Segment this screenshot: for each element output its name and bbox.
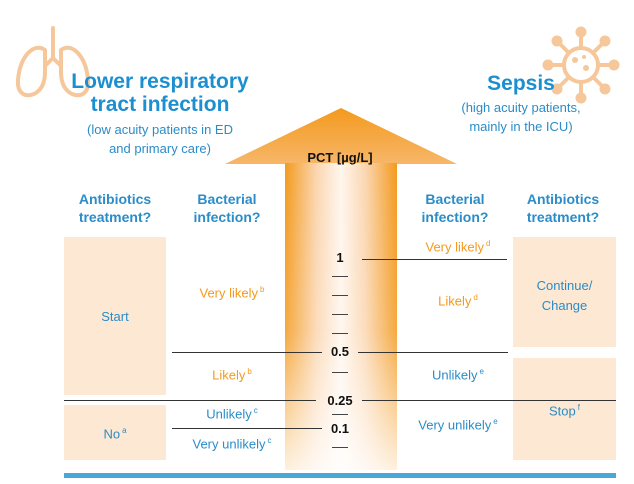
right-col2-header-line2: treatment?: [526, 209, 600, 225]
right-very-unlikely-text: Very unlikely: [418, 417, 492, 433]
left-line-0.1: [172, 428, 322, 429]
right-line-1: [362, 259, 507, 260]
right-continue-line2: Change: [541, 298, 588, 313]
left-very-unlikely: Very unlikely c: [172, 436, 292, 451]
left-very-likely-text: Very likely: [199, 285, 259, 301]
pct-label-0.25: 0.25: [327, 393, 353, 408]
left-unlikely-text: Unlikely: [206, 406, 252, 422]
left-col1-header: Antibiotics treatment?: [60, 190, 170, 226]
pct-scale-title: PCT [µg/L]: [307, 150, 373, 165]
right-stop-text: Stop: [549, 403, 576, 419]
left-no-text: No: [103, 426, 121, 442]
left-likely: Likely b: [172, 367, 292, 382]
left-very-likely-footnote: b: [260, 285, 265, 294]
scale-tick: [332, 333, 348, 334]
left-col1-header-line1: Antibiotics: [78, 191, 152, 207]
right-col1-header-line1: Bacterial: [425, 191, 485, 207]
right-stop-box: [513, 358, 616, 460]
left-col1-header-line2: treatment?: [78, 209, 152, 225]
scale-tick: [332, 276, 348, 277]
right-unlikely: Unlikely e: [398, 367, 518, 382]
right-col1-header: Bacterial infection?: [400, 190, 510, 226]
left-start-label: Start: [101, 309, 129, 324]
right-line-0.25: [362, 400, 616, 401]
scale-tick: [332, 314, 348, 315]
right-continue-line1: Continue/: [536, 278, 593, 293]
pct-label-0.1: 0.1: [330, 421, 350, 436]
left-no-label: No a: [64, 426, 166, 441]
pct-label-0.5: 0.5: [330, 344, 350, 359]
scale-tick: [332, 447, 348, 448]
right-very-likely-text: Very likely: [425, 239, 485, 255]
left-very-unlikely-footnote: c: [267, 436, 272, 445]
right-subtitle-line1: (high acuity patients,: [461, 100, 581, 115]
left-very-unlikely-text: Very unlikely: [192, 436, 266, 452]
left-very-likely: Very likely b: [172, 285, 292, 300]
right-col2-header-line1: Antibiotics: [526, 191, 600, 207]
right-unlikely-footnote: e: [479, 367, 484, 376]
right-title: Sepsis: [487, 72, 555, 95]
scale-tick: [332, 414, 348, 415]
left-subtitle-line2: and primary care): [109, 141, 211, 156]
left-col2-header: Bacterial infection?: [172, 190, 282, 226]
right-very-unlikely-footnote: e: [493, 417, 498, 426]
left-no-footnote: a: [122, 426, 127, 435]
right-continue-label: Continue/ Change: [513, 276, 616, 316]
virus-icon: [542, 26, 620, 104]
left-line-0.25: [64, 400, 316, 401]
right-unlikely-text: Unlikely: [432, 367, 478, 383]
right-likely-footnote: d: [473, 293, 478, 302]
left-start-box: [64, 237, 166, 395]
left-col2-header-line2: infection?: [193, 209, 261, 225]
right-likely-text: Likely: [438, 293, 472, 309]
left-title: Lower respiratory tract infection: [71, 70, 249, 116]
left-no-box: [64, 405, 166, 460]
right-line-0.5: [358, 352, 508, 353]
left-unlikely: Unlikely c: [172, 406, 292, 421]
left-likely-footnote: b: [247, 367, 252, 376]
right-very-likely: Very likely d: [398, 239, 518, 254]
right-very-unlikely: Very unlikely e: [398, 417, 518, 432]
bottom-bar: [64, 473, 616, 478]
left-subtitle: (low acuity patients in ED and primary c…: [55, 120, 265, 158]
right-subtitle-line2: mainly in the ICU): [469, 119, 573, 134]
scale-tick: [332, 295, 348, 296]
left-unlikely-footnote: c: [253, 406, 258, 415]
right-col2-header: Antibiotics treatment?: [508, 190, 618, 226]
right-subtitle: (high acuity patients, mainly in the ICU…: [440, 98, 602, 136]
right-very-likely-footnote: d: [486, 239, 491, 248]
right-stop-footnote: f: [577, 403, 580, 412]
scale-tick: [332, 372, 348, 373]
pct-label-1: 1: [336, 250, 344, 265]
left-col2-header-line1: Bacterial: [197, 191, 257, 207]
pct-arrow: [225, 108, 457, 470]
left-likely-text: Likely: [212, 367, 246, 383]
lungs-icon: [15, 26, 91, 98]
right-col1-header-line2: infection?: [421, 209, 489, 225]
right-stop-label: Stop f: [513, 403, 616, 418]
right-continue-box: [513, 237, 616, 347]
left-line-0.5: [172, 352, 322, 353]
left-subtitle-line1: (low acuity patients in ED: [87, 122, 233, 137]
right-likely: Likely d: [398, 293, 518, 308]
